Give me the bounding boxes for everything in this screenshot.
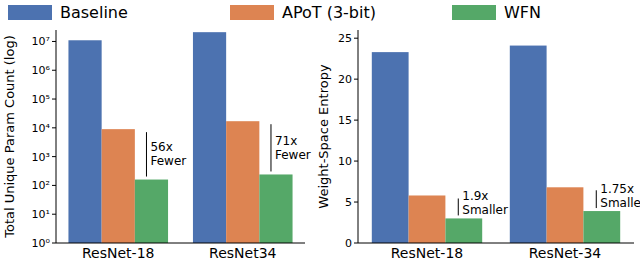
bar	[102, 129, 135, 243]
y-tick-label: 10⁷	[32, 35, 50, 48]
y-tick	[52, 156, 56, 157]
bar	[409, 195, 446, 243]
x-tick-label: ResNet34	[209, 245, 276, 261]
x-tick-label: ResNet-18	[391, 245, 463, 261]
annotation-line	[596, 190, 597, 208]
bar	[259, 174, 292, 243]
y-tick	[354, 79, 358, 80]
annotation: 1.75x	[600, 182, 634, 196]
x-axis	[56, 243, 305, 244]
annotation: Smaller	[600, 196, 640, 210]
y-tick	[52, 99, 56, 100]
annotation: Smaller	[462, 203, 508, 217]
bar	[193, 32, 226, 243]
y-tick-label: 5	[345, 196, 352, 209]
y-tick	[52, 185, 56, 186]
y-tick	[354, 202, 358, 203]
bar	[226, 121, 259, 243]
y-tick	[354, 38, 358, 39]
bars	[68, 32, 292, 243]
y-axis-label: Weight-Space Entropy	[316, 64, 331, 209]
annotation: Fewer	[275, 148, 311, 162]
legend-swatch	[8, 5, 52, 20]
legend-label: Baseline	[60, 3, 128, 22]
y-tick	[52, 127, 56, 128]
y-tick	[354, 120, 358, 121]
y-tick	[52, 214, 56, 215]
figure: 10⁰ 10¹ 10² 10³ 10⁴ 10⁵ 10⁶ 10⁷ ResNet-18 ResNet3…	[0, 0, 640, 262]
y-tick	[354, 243, 358, 244]
bar	[583, 211, 620, 243]
y-tick	[52, 41, 56, 42]
bar	[68, 40, 101, 243]
y-tick-label: 10²	[32, 179, 50, 192]
panel: 10⁰ 10¹ 10² 10³ 10⁴ 10⁵ 10⁶ 10⁷ ResNet-18 ResNet3…	[2, 30, 311, 261]
y-tick-label: 10⁵	[32, 93, 50, 106]
legend-label: WFN	[504, 3, 541, 22]
legend: Baseline APoT (3-bit) WFN	[8, 3, 541, 22]
y-axis	[56, 30, 57, 243]
bar	[135, 180, 168, 243]
y-tick-label: 20	[338, 73, 352, 86]
annotation: Fewer	[150, 154, 186, 168]
y-tick	[52, 70, 56, 71]
y-tick	[354, 161, 358, 162]
y-tick-label: 10⁰	[32, 237, 51, 250]
y-tick-label: 10	[338, 155, 352, 168]
y-tick-label: 10³	[32, 151, 50, 164]
panel: 0 5 10 15 20 25 ResNet-18 ResNet-34 Weight-Space…	[316, 30, 640, 261]
bar	[372, 52, 409, 243]
y-axis-label: Total Unique Param Count (log)	[2, 35, 17, 239]
annotation: 1.9x	[462, 189, 488, 203]
x-tick-label: ResNet-34	[529, 245, 602, 261]
legend-swatch	[230, 5, 274, 20]
y-tick	[52, 243, 56, 244]
bar	[510, 46, 547, 243]
annotation-line	[458, 198, 459, 215]
y-tick-label: 15	[338, 114, 352, 127]
x-axis	[358, 243, 634, 244]
x-tick-label: ResNet-18	[82, 245, 154, 261]
legend-swatch	[452, 5, 496, 20]
annotation-line	[146, 132, 147, 176]
y-tick-label: 0	[345, 237, 352, 250]
y-tick-label: 25	[338, 32, 352, 45]
y-axis	[358, 30, 359, 243]
bars	[372, 46, 620, 243]
y-tick-label: 10⁶	[32, 64, 51, 77]
annotation: 71x	[275, 134, 297, 148]
legend-label: APoT (3-bit)	[282, 3, 376, 22]
annotation-line	[270, 124, 271, 171]
bar	[445, 218, 482, 243]
y-tick-label: 10⁴	[32, 122, 51, 135]
bar	[547, 187, 584, 243]
y-tick-label: 10¹	[32, 208, 50, 221]
annotation: 56x	[150, 140, 172, 154]
